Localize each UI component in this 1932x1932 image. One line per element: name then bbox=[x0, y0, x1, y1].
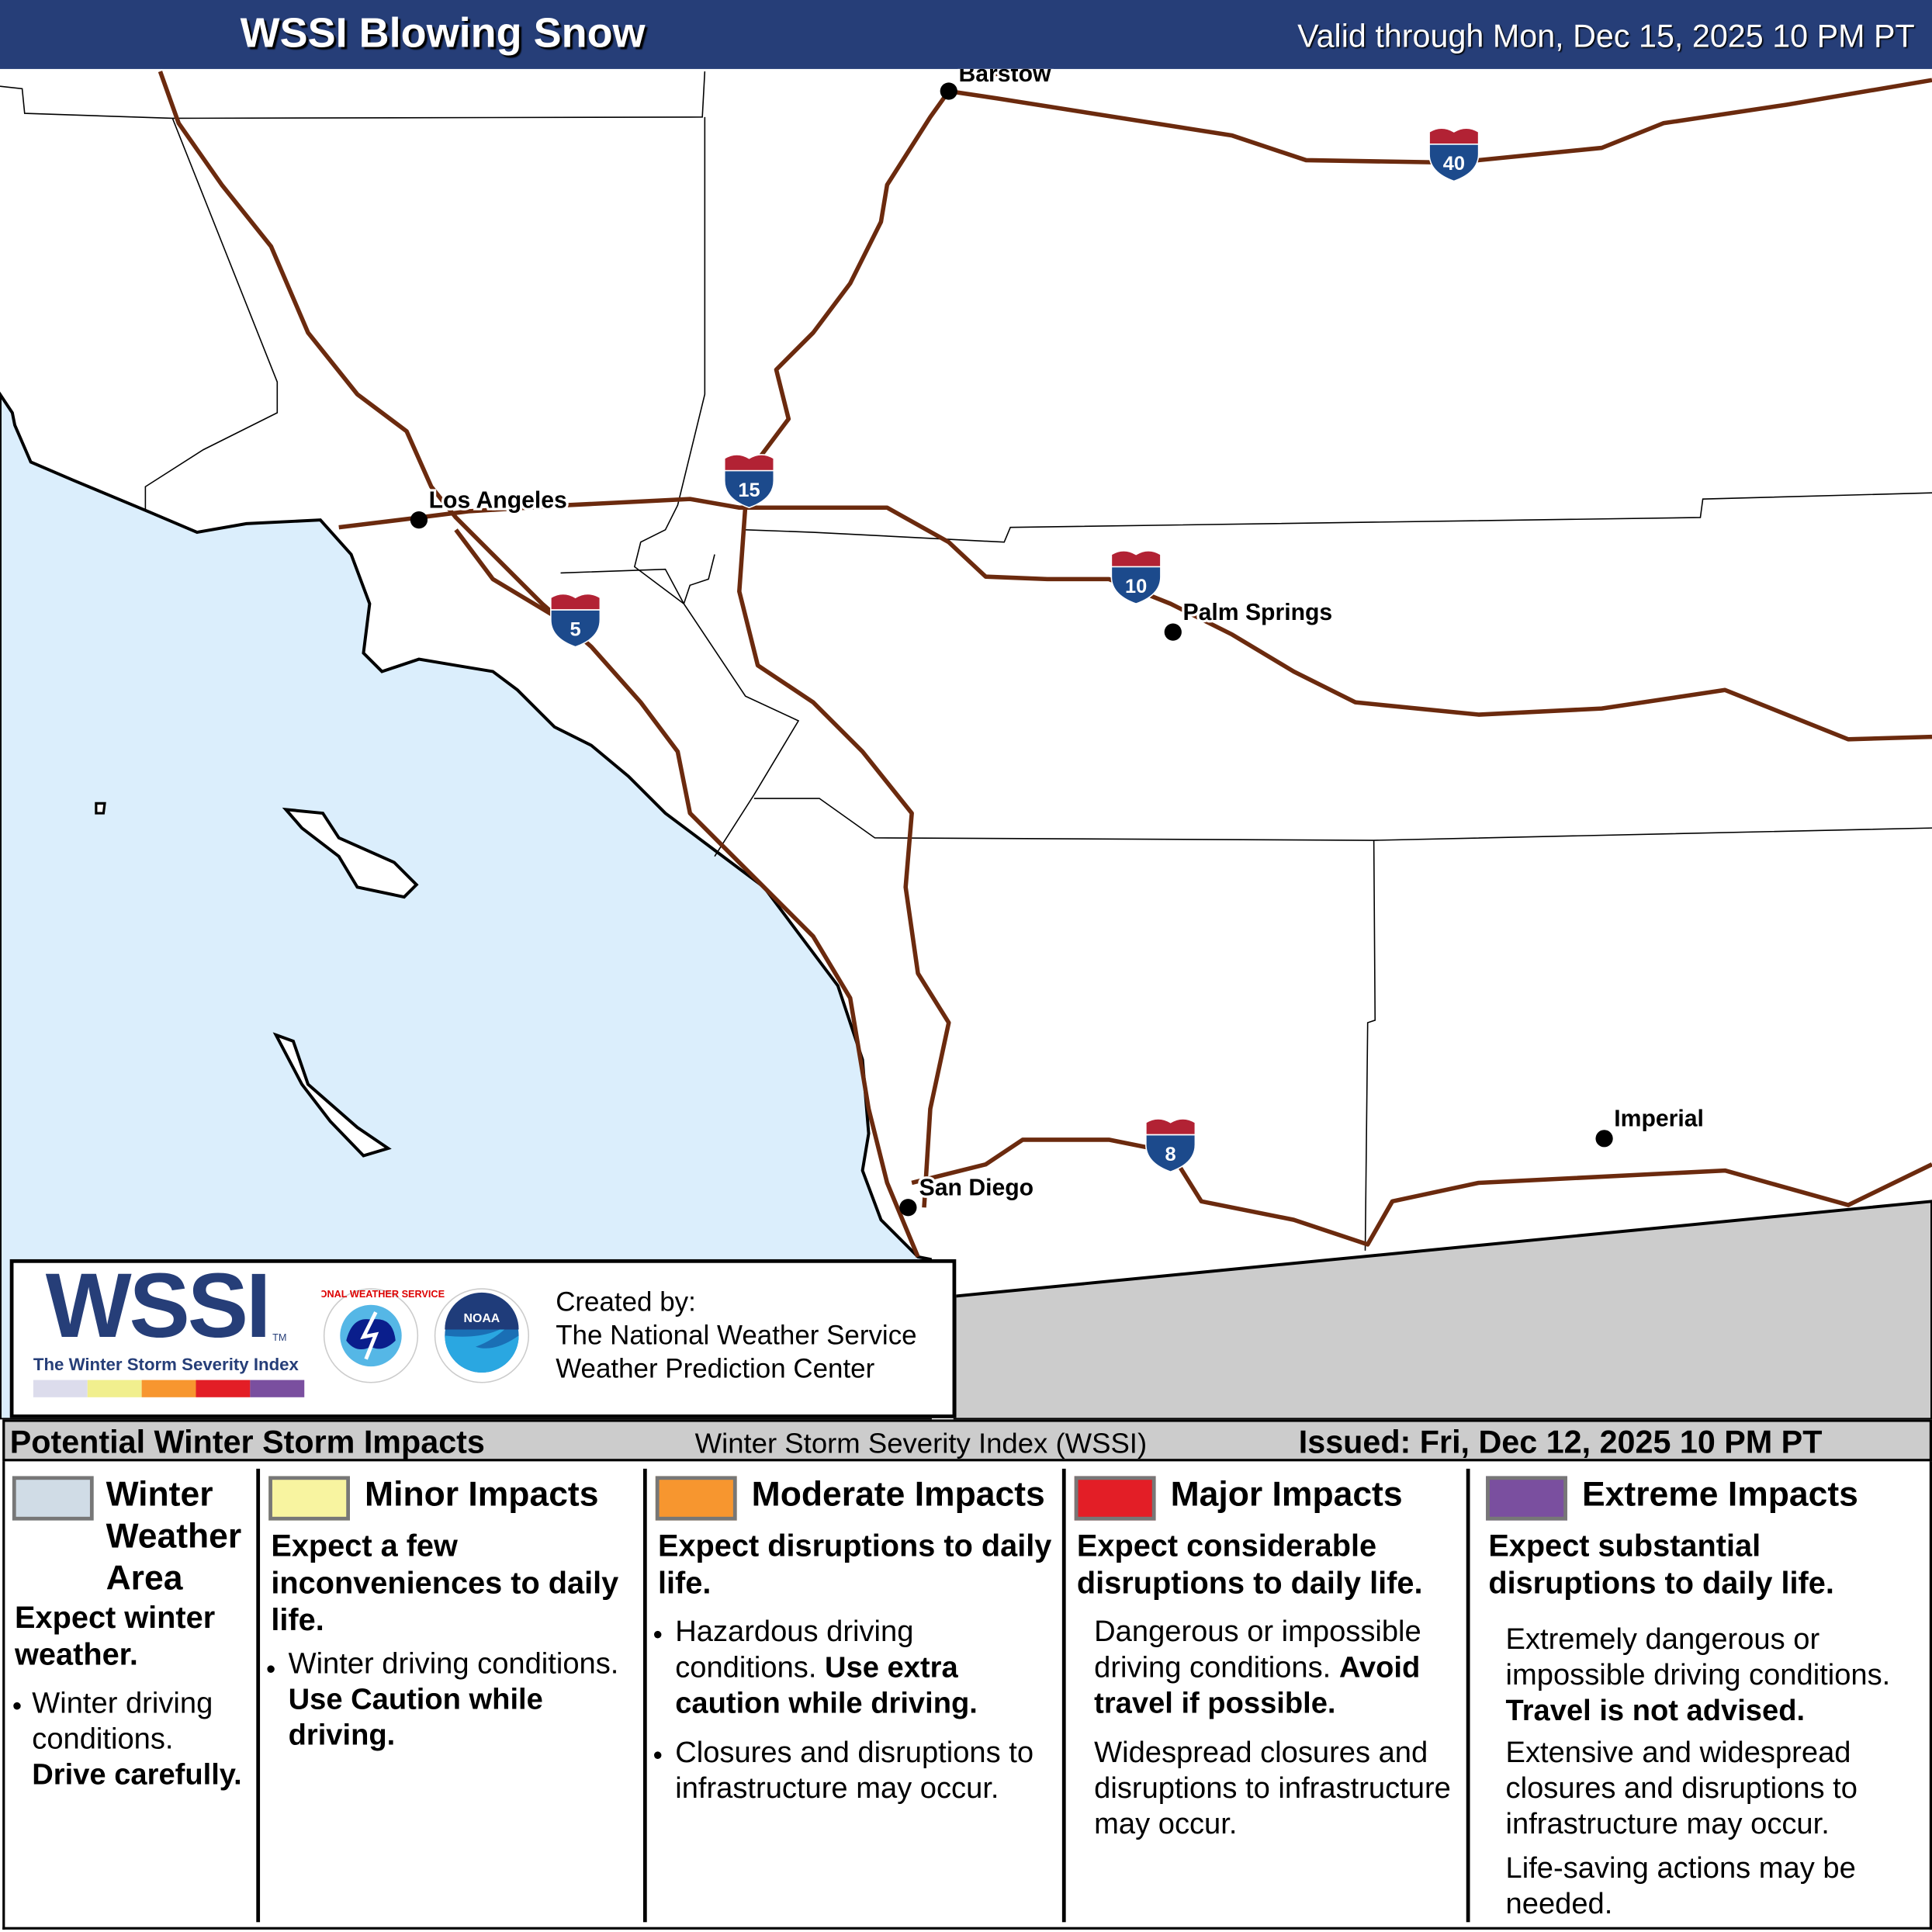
legend-extreme-impacts: Extreme Impacts Expect substantial disru… bbox=[1471, 1461, 1927, 1927]
map: Barstow Los Angeles Palm Springs San Die… bbox=[0, 68, 1932, 1420]
bullet: • bbox=[12, 1690, 23, 1722]
category-title: Major Impacts bbox=[1170, 1474, 1403, 1514]
svg-text:8: 8 bbox=[1165, 1144, 1176, 1165]
legend-minor-impacts: Minor Impacts Expect a few inconvenience… bbox=[261, 1461, 643, 1927]
credits-box: WSSI TM The Winter Storm Severity Index … bbox=[9, 1254, 957, 1418]
interstate-10-shield: 10 bbox=[1110, 550, 1162, 604]
wssi-logo-row: WSSI TM bbox=[45, 1254, 287, 1357]
category-detail: Dangerous or impossible driving conditio… bbox=[1094, 1615, 1421, 1720]
category-summary: Expect considerable disruptions to daily… bbox=[1076, 1529, 1423, 1601]
severity-color-strip bbox=[33, 1380, 305, 1397]
svg-text:NATIONAL WEATHER SERVICE: NATIONAL WEATHER SERVICE bbox=[321, 1289, 445, 1300]
svg-text:5: 5 bbox=[570, 618, 581, 640]
category-detail: Winter driving conditions. Drive carefull… bbox=[32, 1686, 242, 1792]
svg-text:Los Angeles: Los Angeles bbox=[429, 487, 567, 513]
category-title: Extreme Impacts bbox=[1582, 1474, 1858, 1514]
interstate-5-shield: 5 bbox=[550, 593, 601, 648]
wssi-logo: WSSI bbox=[45, 1254, 272, 1357]
road-northeast bbox=[985, 68, 1040, 79]
city-palm-springs: Palm Springs bbox=[1164, 597, 1335, 641]
interstate-8 bbox=[911, 1137, 1932, 1247]
category-detail: Winter driving conditions. Use Caution w… bbox=[288, 1647, 619, 1753]
interstate-8-shield: 8 bbox=[1145, 1118, 1196, 1173]
interstate-10 bbox=[338, 497, 1932, 742]
category-detail: Life-saving actions may be needed. bbox=[1505, 1851, 1856, 1921]
noaa-logo-icon: NOAA bbox=[434, 1288, 530, 1383]
valid-time: Valid through Mon, Dec 15, 2025 10 PM PT bbox=[1297, 17, 1915, 54]
header-bar: WSSI Blowing Snow Valid through Mon, Dec… bbox=[0, 0, 1932, 69]
svg-text:San Diego: San Diego bbox=[919, 1175, 1034, 1200]
svg-text:Imperial: Imperial bbox=[1614, 1106, 1704, 1131]
category-title: Winter Weather Area bbox=[106, 1474, 242, 1598]
category-detail: Hazardous driving conditions. Use extra … bbox=[675, 1615, 978, 1720]
road-la-southeast bbox=[454, 528, 556, 618]
legend-moderate-impacts: Moderate Impacts Expect disruptions to d… bbox=[648, 1461, 1062, 1927]
created-by-label: Created by: bbox=[556, 1286, 696, 1317]
city-los-angeles: Los Angeles bbox=[410, 485, 570, 529]
category-detail: Extensive and widespread closures and di… bbox=[1505, 1736, 1858, 1841]
column-divider bbox=[642, 1468, 647, 1923]
city-imperial: Imperial bbox=[1595, 1103, 1706, 1148]
nws-noaa-logos: NATIONAL WEATHER SERVICE NOAA bbox=[321, 1288, 530, 1383]
interstate-15 bbox=[737, 89, 951, 1208]
category-summary: Expect a few inconveniences to daily lif… bbox=[271, 1529, 619, 1638]
impact-legend: Winter Weather Area Expect winter weathe… bbox=[2, 1461, 1932, 1930]
created-by-org2: Weather Prediction Center bbox=[556, 1352, 875, 1384]
legend-winter-weather-area: Winter Weather Area Expect winter weathe… bbox=[5, 1461, 256, 1927]
swatch bbox=[12, 1476, 94, 1521]
svg-text:Palm Springs: Palm Springs bbox=[1182, 600, 1332, 625]
category-detail: Widespread closures and disruptions to i… bbox=[1094, 1736, 1451, 1841]
category-title: Moderate Impacts bbox=[751, 1474, 1045, 1514]
city-barstow: Barstow bbox=[940, 69, 1054, 100]
wssi-subtitle: The Winter Storm Severity Index bbox=[33, 1354, 299, 1374]
small-island bbox=[95, 802, 106, 815]
category-detail: Extremely dangerous or impossible drivin… bbox=[1505, 1622, 1891, 1728]
category-summary: Expect substantial disruptions to daily … bbox=[1488, 1529, 1834, 1601]
swatch bbox=[1486, 1476, 1567, 1521]
svg-text:Barstow: Barstow bbox=[958, 69, 1051, 87]
column-divider bbox=[1466, 1468, 1470, 1923]
svg-text:15: 15 bbox=[738, 480, 760, 501]
legend-index-name: Winter Storm Severity Index (WSSI) bbox=[694, 1426, 1148, 1459]
legend-major-impacts: Major Impacts Expect considerable disrup… bbox=[1067, 1461, 1466, 1927]
category-summary: Expect disruptions to daily life. bbox=[657, 1529, 1052, 1601]
category-summary: Expect winter weather. bbox=[15, 1600, 216, 1672]
interstate-40-shield: 40 bbox=[1428, 127, 1480, 182]
issued-time: Issued: Fri, Dec 12, 2025 10 PM PT bbox=[1298, 1423, 1823, 1460]
svg-text:10: 10 bbox=[1125, 576, 1147, 597]
svg-text:40: 40 bbox=[1443, 153, 1465, 175]
bullet: • bbox=[266, 1653, 276, 1684]
swatch bbox=[268, 1476, 350, 1521]
santa-catalina-island bbox=[282, 807, 419, 899]
category-detail: Closures and disruptions to infrastructu… bbox=[675, 1736, 1034, 1806]
county-boundaries bbox=[0, 71, 1932, 1251]
city-san-diego: San Diego bbox=[899, 1172, 1036, 1217]
ocean bbox=[0, 391, 932, 1420]
san-clemente-island bbox=[272, 1032, 392, 1158]
trademark-mark: TM bbox=[272, 1331, 287, 1343]
nws-logo-icon: NATIONAL WEATHER SERVICE bbox=[321, 1288, 445, 1383]
swatch bbox=[1074, 1476, 1156, 1521]
legend-title-bar: Potential Winter Storm Impacts Winter St… bbox=[2, 1419, 1932, 1462]
svg-text:NOAA: NOAA bbox=[464, 1312, 500, 1325]
bullet: • bbox=[653, 1619, 663, 1650]
legend-title: Potential Winter Storm Impacts bbox=[9, 1423, 485, 1460]
created-by-org1: The National Weather Service bbox=[556, 1319, 917, 1351]
swatch bbox=[655, 1476, 737, 1521]
category-title: Minor Impacts bbox=[365, 1474, 599, 1514]
interstate-15-shield: 15 bbox=[723, 454, 775, 509]
created-by-text: Created by: The National Weather Service… bbox=[556, 1285, 916, 1385]
column-divider bbox=[1061, 1468, 1066, 1923]
map-title: WSSI Blowing Snow bbox=[240, 9, 646, 57]
column-divider bbox=[256, 1468, 261, 1923]
bullet: • bbox=[653, 1740, 663, 1771]
